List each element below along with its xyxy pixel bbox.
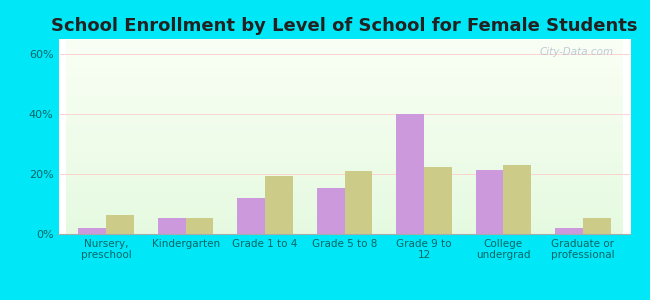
Bar — [344, 171, 372, 234]
Bar — [396, 114, 424, 234]
Text: City-Data.com: City-Data.com — [540, 47, 614, 57]
Bar — [555, 228, 583, 234]
Bar — [158, 218, 186, 234]
Title: School Enrollment by Level of School for Female Students: School Enrollment by Level of School for… — [51, 17, 638, 35]
Bar — [424, 167, 452, 234]
Bar — [79, 228, 106, 234]
Bar — [265, 176, 293, 234]
Bar — [237, 198, 265, 234]
Bar — [106, 214, 134, 234]
Bar — [503, 165, 531, 234]
Bar — [317, 188, 345, 234]
Bar — [583, 218, 610, 234]
Bar — [476, 169, 503, 234]
Bar — [186, 218, 213, 234]
